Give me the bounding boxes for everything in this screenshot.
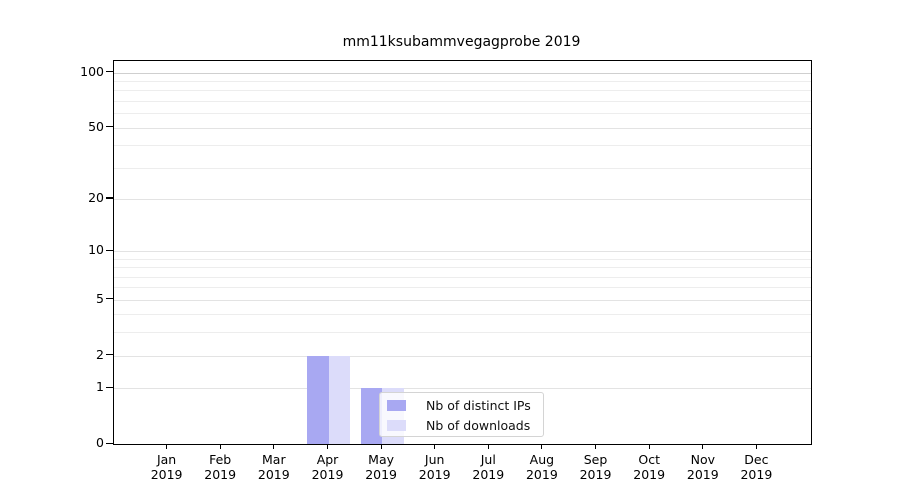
- gridline-5: [114, 299, 811, 301]
- gridline-80: [114, 90, 811, 92]
- x-tick-label-dec: Dec 2019: [726, 452, 786, 482]
- bar-nb-of-distinct-ips-apr: [307, 355, 329, 444]
- x-tick-feb: [219, 444, 221, 449]
- month-label: Aug: [529, 452, 555, 467]
- gridline-50: [114, 127, 811, 129]
- year-label: 2019: [525, 467, 558, 482]
- year-label: 2019: [633, 467, 666, 482]
- x-tick-label-feb: Feb 2019: [190, 452, 250, 482]
- month-label: Nov: [690, 452, 715, 467]
- legend-label-downloads: Nb of downloads: [426, 417, 531, 433]
- x-tick-dec: [755, 444, 757, 449]
- x-tick-may: [380, 444, 382, 449]
- year-label: 2019: [257, 467, 290, 482]
- x-tick-label-jan: Jan 2019: [137, 452, 197, 482]
- x-tick-jun: [434, 444, 436, 449]
- year-label: 2019: [740, 467, 773, 482]
- year-label: 2019: [579, 467, 612, 482]
- gridline-100: [114, 72, 811, 74]
- x-tick-label-mar: Mar 2019: [244, 452, 304, 482]
- gridline-10: [114, 251, 811, 252]
- x-tick-jul: [487, 444, 489, 449]
- gridline-6: [114, 287, 811, 289]
- month-label: Mar: [262, 452, 286, 467]
- gridline-20: [114, 198, 811, 200]
- x-tick-label-nov: Nov 2019: [673, 452, 733, 482]
- gridline-9: [114, 258, 811, 260]
- y-tick-1: [106, 386, 113, 388]
- chart-title: mm11ksubammvegagprobe 2019: [342, 34, 581, 50]
- year-label: 2019: [150, 467, 183, 482]
- y-tick-label-2: 2: [96, 346, 104, 362]
- year-label: 2019: [311, 467, 344, 482]
- x-tick-oct: [648, 444, 650, 449]
- y-tick-label-5: 5: [96, 290, 104, 306]
- x-tick-label-may: May 2019: [351, 452, 411, 482]
- gridline-60: [114, 113, 811, 115]
- y-tick-label-100: 100: [80, 63, 104, 79]
- year-label: 2019: [204, 467, 237, 482]
- legend-item-downloads: Nb of downloads: [387, 415, 535, 435]
- y-tick-0: [106, 442, 113, 444]
- x-tick-label-aug: Aug 2019: [512, 452, 572, 482]
- x-tick-label-apr: Apr 2019: [298, 452, 358, 482]
- gridline-3: [114, 332, 811, 334]
- year-label: 2019: [472, 467, 505, 482]
- plot-area: [113, 60, 812, 445]
- month-label: Dec: [744, 452, 769, 467]
- gridline-2: [114, 355, 811, 357]
- month-label: Jun: [424, 452, 445, 467]
- legend-swatch-downloads-icon: [387, 419, 406, 431]
- x-tick-sep: [594, 444, 597, 449]
- y-tick-5: [106, 298, 113, 300]
- gridline-90: [114, 80, 811, 82]
- gridline-7: [114, 276, 811, 278]
- x-tick-aug: [541, 444, 543, 449]
- y-tick-2: [106, 354, 113, 356]
- y-tick-label-0: 0: [96, 435, 104, 450]
- month-label: Jan: [156, 452, 177, 467]
- x-tick-label-oct: Oct 2019: [619, 452, 679, 482]
- y-tick-label-1: 1: [96, 379, 104, 395]
- bar-nb-of-downloads-apr: [328, 355, 350, 444]
- y-tick-20: [106, 197, 113, 199]
- x-tick-label-jul: Jul 2019: [458, 452, 518, 482]
- month-label: Sep: [583, 452, 608, 467]
- y-tick-label-50: 50: [88, 118, 104, 134]
- x-tick-label-sep: Sep 2019: [566, 452, 626, 482]
- x-tick-mar: [273, 444, 275, 449]
- month-label: Jul: [480, 452, 496, 467]
- month-label: Feb: [209, 452, 232, 467]
- legend: Nb of distinct IPs Nb of downloads: [379, 392, 544, 437]
- year-label: 2019: [365, 467, 397, 482]
- month-label: May: [368, 452, 395, 467]
- legend-label-distinct-ips: Nb of distinct IPs: [426, 397, 531, 413]
- gridline-30: [114, 167, 811, 169]
- y-tick-50: [106, 126, 113, 128]
- y-tick-label-10: 10: [88, 242, 104, 257]
- y-tick-10: [106, 249, 113, 251]
- year-label: 2019: [686, 467, 719, 482]
- bar-nb-of-distinct-ips-may: [360, 388, 383, 444]
- legend-swatch-distinct-ips-icon: [387, 399, 406, 411]
- y-tick-label-20: 20: [88, 189, 104, 205]
- year-label: 2019: [418, 467, 451, 482]
- gridline-4: [114, 314, 811, 316]
- legend-item-distinct-ips: Nb of distinct IPs: [387, 395, 535, 415]
- x-tick-nov: [702, 444, 704, 449]
- x-tick-jan: [166, 444, 168, 449]
- month-label: Oct: [638, 452, 660, 467]
- x-tick-apr: [326, 444, 329, 449]
- y-tick-100: [106, 71, 113, 73]
- x-tick-label-jun: Jun 2019: [405, 452, 465, 482]
- gridline-1: [114, 388, 811, 390]
- gridline-40: [114, 145, 811, 147]
- gridline-70: [114, 100, 811, 102]
- gridline-8: [114, 267, 811, 269]
- month-label: Apr: [316, 452, 339, 467]
